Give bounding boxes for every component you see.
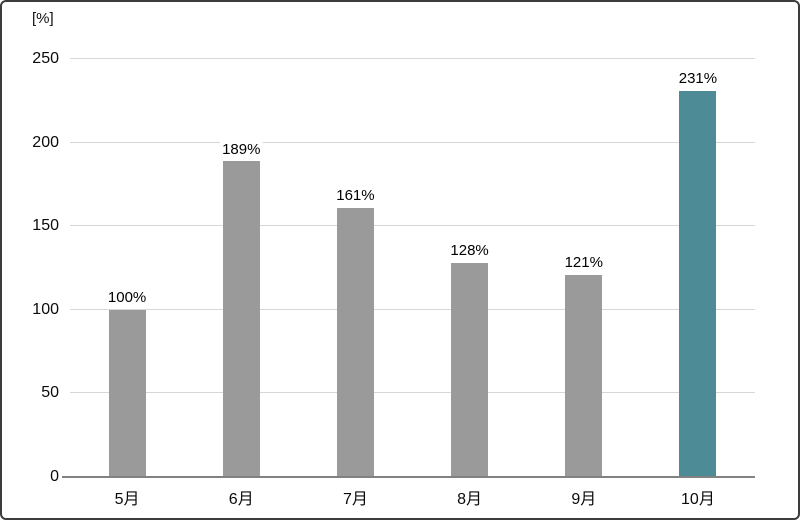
bar-columns: 100% 5月 189% 6月 161% 7月 128% 8月 121% 9月 231% 10月 bbox=[70, 59, 755, 508]
x-tick-label: 5月 bbox=[114, 491, 140, 508]
y-tick-label: 150 bbox=[32, 217, 59, 235]
bar bbox=[679, 90, 717, 477]
y-tick-label: 250 bbox=[32, 50, 59, 67]
bar-value-label: 121% bbox=[562, 254, 605, 272]
bar bbox=[451, 262, 489, 477]
bar-value-label: 161% bbox=[334, 187, 377, 205]
gridline bbox=[70, 308, 755, 310]
gridline bbox=[70, 225, 755, 227]
x-axis-line bbox=[62, 476, 755, 478]
bar bbox=[336, 207, 374, 477]
bar-column: 100% 5月 bbox=[70, 59, 184, 508]
y-tick-label: 100 bbox=[32, 300, 59, 318]
y-tick-label: 0 bbox=[50, 468, 59, 485]
bar-value-label: 189% bbox=[220, 140, 263, 158]
bar bbox=[108, 309, 146, 477]
bar-column: 121% 9月 bbox=[527, 59, 641, 508]
x-tick-label: 9月 bbox=[571, 491, 597, 508]
bar bbox=[565, 274, 603, 477]
y-tick-label: 200 bbox=[32, 133, 59, 151]
gridline bbox=[70, 392, 755, 394]
bar-column: 189% 6月 bbox=[184, 59, 298, 508]
bar-column: 161% 7月 bbox=[298, 59, 412, 508]
y-axis-unit-label: [%] bbox=[32, 10, 54, 27]
bar-column: 231% 10月 bbox=[641, 59, 755, 508]
plot-area: 100% 5月 189% 6月 161% 7月 128% 8月 121% 9月 231% 10月 0 5… bbox=[32, 51, 755, 508]
y-tick-label: 50 bbox=[41, 384, 59, 402]
bar-value-label: 100% bbox=[105, 289, 149, 307]
x-tick-label: 7月 bbox=[342, 491, 368, 508]
x-tick-label: 8月 bbox=[457, 491, 483, 508]
x-tick-label: 10月 bbox=[681, 491, 715, 508]
bar-value-label: 231% bbox=[676, 70, 720, 88]
gridline bbox=[70, 58, 755, 59]
gridline bbox=[70, 141, 755, 143]
bar-value-label: 128% bbox=[448, 242, 491, 260]
bar bbox=[222, 161, 260, 477]
bar-column: 128% 8月 bbox=[413, 59, 527, 508]
x-tick-label: 6月 bbox=[228, 491, 254, 508]
